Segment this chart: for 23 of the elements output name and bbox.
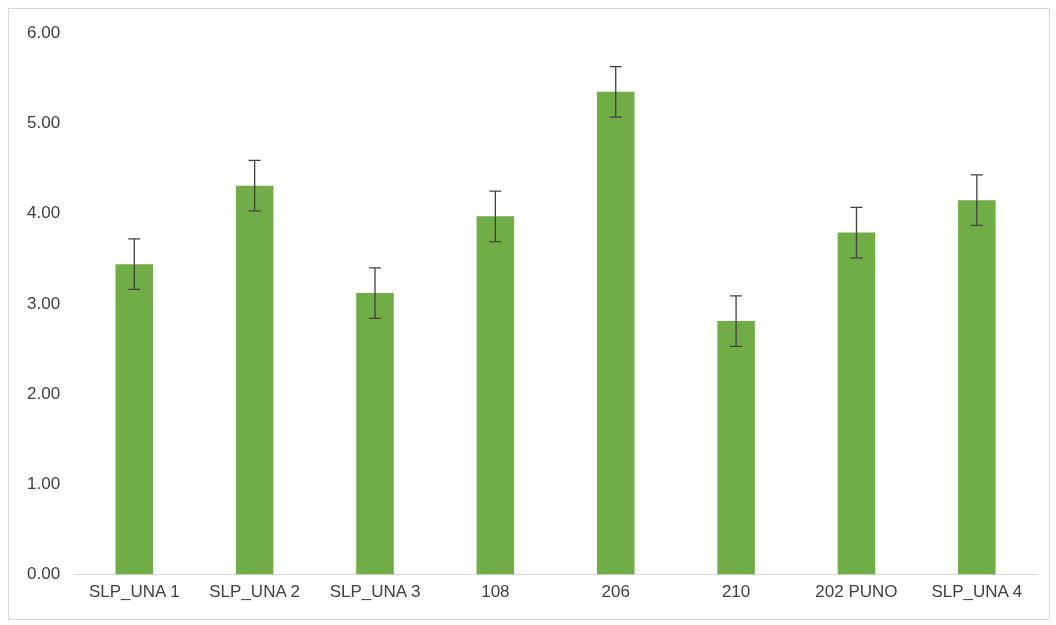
x-tick-label: SLP_UNA 1 [88,582,180,602]
x-tick-label: 108 [481,582,510,602]
bar [115,264,154,575]
y-tick-label: 4.00 [26,203,61,223]
bar [476,216,515,575]
x-tick-label: SLP_UNA 4 [931,582,1023,602]
x-tick-label: 206 [601,582,630,602]
bar [356,293,394,575]
y-tick-label: 3.00 [26,293,61,313]
y-tick-label: 1.00 [26,474,61,494]
x-tick-label: SLP_UNA 3 [329,582,421,602]
y-tick-label: 6.00 [26,22,61,42]
x-tick-label: SLP_UNA 2 [209,582,300,602]
bar [958,200,996,575]
bar [837,232,876,575]
y-tick-label: 0.00 [26,564,61,584]
x-tick-label: 210 [721,582,751,602]
y-tick-label: 2.00 [26,383,61,403]
bar [717,321,755,575]
bar [235,185,274,575]
x-tick-label: 202 PUNO [815,582,898,602]
bar [596,91,635,575]
y-tick-label: 5.00 [26,113,61,133]
